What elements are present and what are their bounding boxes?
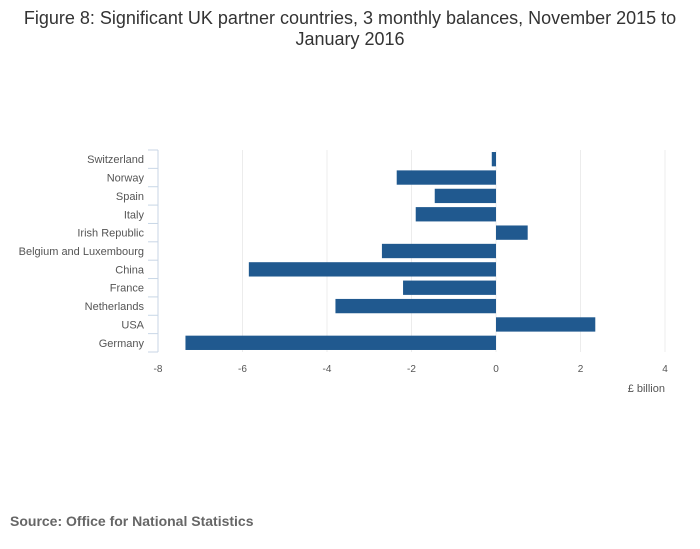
bar-norway (396, 170, 496, 185)
x-tick-label: -2 (407, 364, 416, 375)
bars (185, 152, 596, 350)
bar-belgium-and-luxembourg (381, 243, 496, 259)
x-tick-labels: -8 -6 -4 -2 0 2 4 (154, 364, 669, 375)
bar-switzerland (491, 152, 496, 167)
bar-china (248, 262, 496, 277)
x-tick-label: -6 (238, 364, 247, 375)
bar-usa (496, 317, 596, 332)
x-tick-label: 2 (578, 364, 584, 375)
category-label: France (110, 283, 144, 295)
x-tick-label: 4 (662, 364, 668, 375)
bar-spain (434, 188, 496, 204)
category-label: Germany (99, 338, 145, 350)
category-labels: Switzerland Norway Spain Italy Irish Republi… (19, 154, 145, 350)
bar-netherlands (335, 298, 496, 314)
category-label: Switzerland (87, 154, 144, 166)
chart-title: Figure 8: Significant UK partner countri… (23, 8, 677, 49)
category-label: Netherlands (85, 301, 145, 313)
bar-germany (185, 335, 496, 350)
bar-france (403, 280, 496, 295)
bar-irish-republic (496, 225, 528, 240)
category-label: Norway (107, 173, 145, 185)
category-label: Italy (124, 209, 145, 221)
category-label: Spain (116, 191, 144, 203)
x-tick-label: -8 (154, 364, 163, 375)
source-note: Source: Office for National Statistics (10, 513, 254, 529)
category-label: Irish Republic (77, 228, 144, 240)
x-axis-title: £ billion (628, 383, 665, 395)
category-axis-ticks (148, 149, 159, 353)
bar-italy (415, 207, 496, 222)
x-tick-label: -4 (323, 364, 332, 375)
category-label: China (115, 264, 145, 276)
category-label: USA (121, 319, 144, 331)
x-tick-label: 0 (493, 364, 499, 375)
category-label: Belgium and Luxembourg (19, 246, 144, 258)
